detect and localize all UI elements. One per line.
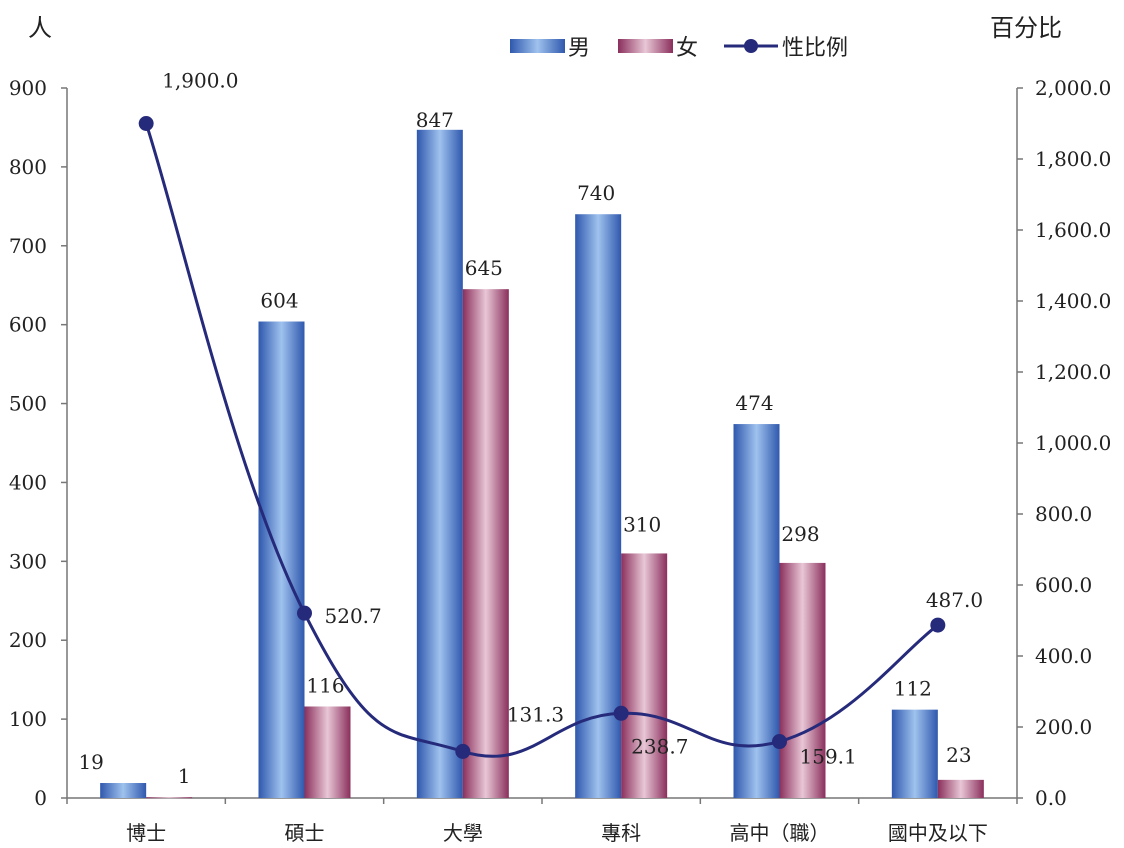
right-tick-label: 600.0 — [1035, 573, 1092, 597]
bar-label-male: 604 — [260, 289, 298, 313]
left-tick-label: 900 — [9, 76, 47, 100]
legend-label-female: 女 — [676, 36, 698, 61]
bar-female — [937, 779, 984, 798]
ratio-point — [930, 617, 946, 633]
right-tick-label: 400.0 — [1035, 644, 1092, 668]
right-tick-label: 1,400.0 — [1035, 289, 1111, 313]
bar-female — [304, 706, 351, 798]
ratio-label: 487.0 — [926, 588, 983, 612]
left-axis-unit: 人 — [28, 14, 52, 42]
legend-swatch-ratio-marker — [744, 39, 758, 53]
x-tick-label: 大學 — [443, 821, 483, 845]
left-tick-label: 300 — [9, 549, 47, 573]
left-tick-label: 500 — [9, 392, 47, 416]
x-tick-label: 國中及以下 — [888, 821, 988, 845]
bars — [100, 129, 984, 799]
bar-label-male: 112 — [894, 677, 932, 701]
bar-label-female: 298 — [781, 522, 819, 546]
bar-label-female: 1 — [178, 764, 191, 788]
ratio-label: 1,900.0 — [162, 69, 238, 93]
right-tick-label: 1,600.0 — [1035, 218, 1111, 242]
right-tick-label: 1,000.0 — [1035, 431, 1111, 455]
x-tick-label: 博士 — [126, 821, 166, 845]
bar-label-female: 310 — [623, 512, 661, 536]
bar-label-female: 645 — [465, 256, 503, 280]
bar-label-female: 23 — [946, 743, 971, 767]
left-tick-label: 100 — [9, 707, 47, 731]
right-tick-label: 1,200.0 — [1035, 360, 1111, 384]
x-axis: 博士 碩士 大學 專科 高中（職） 國中及以下 — [66, 797, 1018, 845]
ratio-label: 238.7 — [631, 734, 688, 758]
left-tick-label: 400 — [9, 470, 47, 494]
bar-male — [100, 783, 147, 798]
bar-label-female: 116 — [306, 673, 344, 697]
ratio-line — [138, 116, 946, 759]
x-tick-label: 專科 — [601, 821, 641, 845]
legend: 男 女 性比例 — [510, 36, 848, 61]
right-tick-label: 800.0 — [1035, 502, 1092, 526]
right-tick-label: 2,000.0 — [1035, 76, 1111, 100]
left-tick-label: 600 — [9, 313, 47, 337]
bar-label-male: 847 — [416, 108, 454, 132]
bar-male — [575, 214, 622, 798]
bar-label-male: 740 — [577, 181, 615, 205]
ratio-labels: 1,900.0 520.7 131.3 238.7 159.1 487.0 — [162, 69, 983, 769]
bar-male — [416, 129, 463, 799]
left-tick-label: 800 — [9, 155, 47, 179]
legend-label-ratio: 性比例 — [782, 36, 848, 61]
bar-label-male: 19 — [78, 750, 103, 774]
legend-swatch-female — [618, 39, 673, 53]
bar-label-male: 474 — [735, 391, 773, 415]
bar-male — [733, 424, 780, 798]
x-tick-label: 碩士 — [285, 821, 325, 845]
bar-labels: 19 1 604 116 847 645 740 310 474 298 112 23 — [78, 108, 971, 788]
bar-female — [146, 797, 193, 799]
x-tick-label: 高中（職） — [730, 821, 830, 845]
bar-female — [462, 289, 509, 798]
legend-label-male: 男 — [568, 36, 590, 61]
ratio-label: 520.7 — [325, 604, 382, 628]
ratio-point — [138, 116, 154, 131]
ratio-label: 159.1 — [800, 745, 857, 769]
right-tick-label: 0.0 — [1035, 786, 1067, 810]
left-tick-label: 0 — [34, 786, 47, 810]
right-tick-label: 1,800.0 — [1035, 147, 1111, 171]
bar-male — [891, 709, 938, 798]
ratio-point — [297, 605, 312, 621]
legend-swatch-male — [510, 39, 565, 53]
ratio-label: 131.3 — [507, 702, 564, 726]
right-axis-unit: 百分比 — [990, 14, 1062, 42]
ratio-point — [772, 734, 787, 750]
ratio-point — [613, 705, 629, 721]
left-tick-label: 200 — [9, 628, 47, 652]
left-axis: 0 100 200 300 400 500 600 700 800 900 — [9, 76, 68, 810]
left-tick-label: 700 — [9, 234, 47, 258]
ratio-point — [455, 743, 471, 759]
right-tick-label: 200.0 — [1035, 715, 1092, 739]
bar-female — [779, 562, 826, 798]
bar-female — [621, 553, 668, 798]
right-axis: 0.0 200.0 400.0 600.0 800.0 1,000.0 1,200.0 1,4… — [1016, 76, 1111, 810]
